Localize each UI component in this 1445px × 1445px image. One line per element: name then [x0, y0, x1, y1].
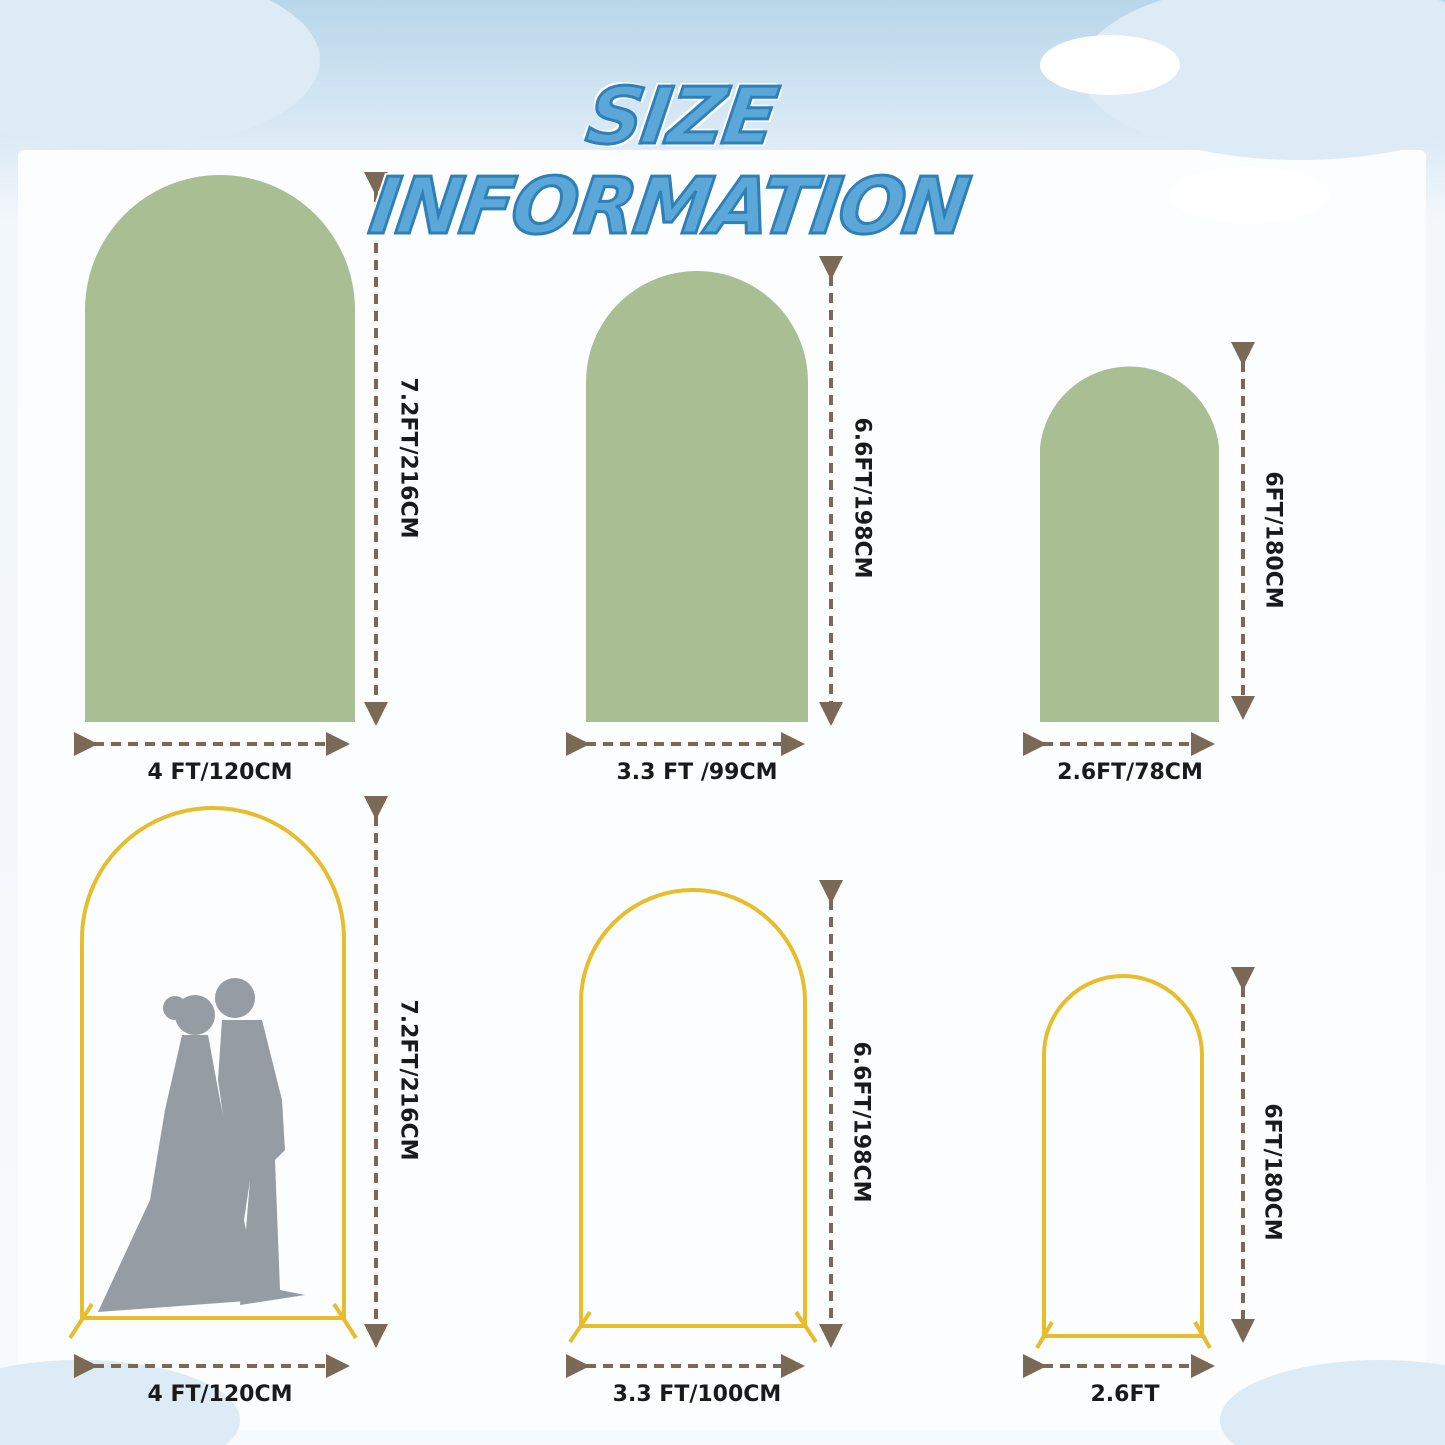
frame-1-width: 4 FT/120CM — [147, 1382, 293, 1407]
arch-frame-large — [68, 806, 358, 1340]
arch-frame-medium — [568, 888, 818, 1344]
cover-2-width: 3.3 FT /99CM — [616, 760, 778, 785]
arch-cover-small — [1040, 366, 1219, 722]
page-title: SIZE INFORMATION — [363, 71, 975, 254]
arch-cover-medium — [586, 271, 808, 722]
frame-2-width: 3.3 FT/100CM — [612, 1382, 782, 1407]
cover-1-height: 7.2FT/216CM — [395, 377, 421, 539]
couple-silhouette — [98, 978, 305, 1312]
cover-1-width: 4 FT/120CM — [147, 760, 293, 785]
cover-3-height: 6FT/180CM — [1260, 471, 1286, 609]
arch-frame-small — [1035, 974, 1212, 1349]
frame-1-height: 7.2FT/216CM — [395, 999, 421, 1161]
cover-3-width: 2.6FT/78CM — [1057, 760, 1203, 785]
cover-2-height: 6.6FT/198CM — [849, 417, 875, 579]
frame-2-height: 6.6FT/198CM — [848, 1041, 874, 1203]
frame-3-height: 6FT/180CM — [1259, 1103, 1285, 1241]
arch-cover-large — [85, 175, 355, 722]
frame-3-width: 2.6FT — [1090, 1382, 1160, 1407]
